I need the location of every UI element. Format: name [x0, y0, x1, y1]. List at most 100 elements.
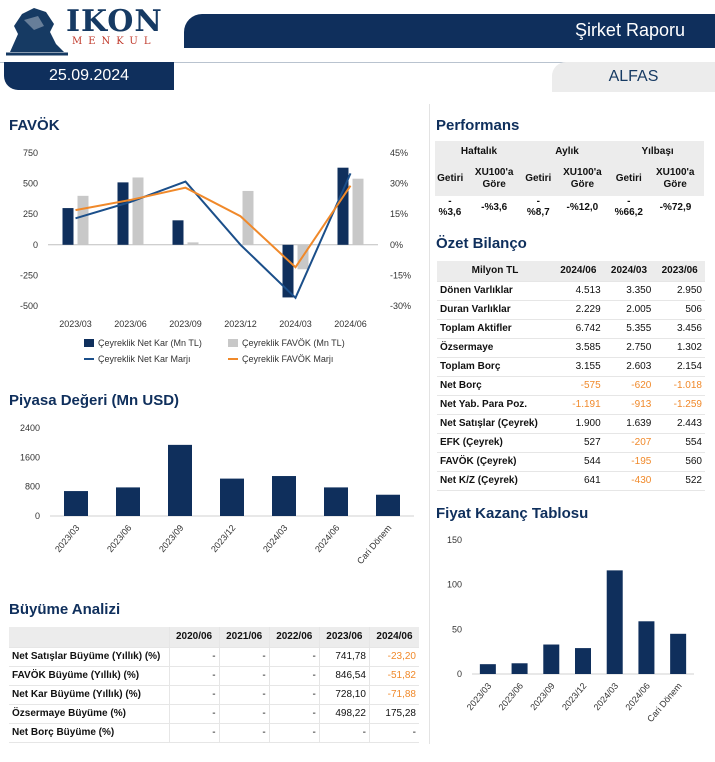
- bar: [479, 664, 496, 674]
- lion-logo-icon: [6, 8, 68, 56]
- row-label: EFK (Çeyrek): [437, 433, 553, 453]
- row-label: FAVÖK (Çeyrek): [437, 452, 553, 472]
- perf-period: Haftalık: [435, 141, 523, 162]
- date-bar: 25.09.2024: [4, 62, 174, 90]
- perf-value: -%3,6: [438, 196, 462, 218]
- cell: -: [168, 704, 220, 724]
- bar: [606, 570, 623, 674]
- y-tick-label: 1600: [20, 452, 40, 462]
- cell: -: [218, 647, 270, 667]
- cell: -1.018: [654, 376, 705, 396]
- bar: [638, 621, 655, 674]
- report-header-bar: Şirket Raporu: [184, 14, 715, 48]
- performans-title: Performans: [436, 117, 520, 134]
- bilanco-table: Milyon TL 2024/06 2024/03 2023/06 Dönen …: [437, 261, 705, 491]
- ticker-symbol: ALFAS: [608, 68, 659, 85]
- cell: -207: [603, 433, 655, 453]
- legend-label: Çeyreklik FAVÖK Marjı: [242, 354, 333, 364]
- table-row: Net Satışlar (Çeyrek) 1.900 1.639 2.443: [437, 414, 705, 434]
- cell: 560: [654, 452, 705, 472]
- cell: 544: [553, 452, 604, 472]
- perf-value: -%8,7: [522, 196, 554, 218]
- bar-net-kar: [337, 167, 349, 245]
- logo-word: IKON: [66, 4, 163, 39]
- x-tick-label: 2023/09: [157, 523, 186, 554]
- cell: -: [168, 647, 220, 667]
- cell: -: [268, 666, 320, 686]
- cell: 4.513: [553, 281, 604, 301]
- bar: [575, 648, 591, 674]
- bar-net-kar: [282, 244, 294, 298]
- row-label: Net Satışlar Büyüme (Yıllık) (%): [9, 647, 169, 667]
- y-right-tick-label: 30%: [390, 179, 408, 189]
- perf-sub-header: XU100'a Göre: [465, 162, 523, 196]
- cell: 554: [654, 433, 705, 453]
- row-label: Özsermaye: [437, 338, 553, 358]
- cell: 2.603: [603, 357, 655, 377]
- buyume-header-cell: 2022/06: [268, 627, 320, 648]
- cell: -195: [603, 452, 655, 472]
- perf-value: -%12,0: [553, 196, 612, 218]
- bilanco-header-cell: 2023/06: [654, 261, 705, 282]
- y-tick-label: 0: [457, 669, 462, 679]
- x-tick-label: 2023/12: [224, 319, 257, 329]
- perf-period: Yılbaşı: [611, 141, 704, 162]
- table-row: Net Yab. Para Poz. -1.191 -913 -1.259: [437, 395, 705, 415]
- perf-sub-row: Getiri XU100'a Göre Getiri XU100'a Göre …: [435, 162, 704, 196]
- legend-swatch: [84, 339, 94, 347]
- x-tick-label: 2023/03: [59, 319, 92, 329]
- y-tick-label: 100: [447, 580, 462, 590]
- y-left-tick-label: -250: [20, 270, 38, 280]
- row-label: Duran Varlıklar: [437, 300, 553, 320]
- cell: -: [268, 647, 320, 667]
- cell: -: [368, 723, 419, 743]
- bar: [324, 487, 348, 516]
- buyume-header-cell: [9, 627, 169, 648]
- cell: -430: [603, 471, 655, 491]
- cell: 2.005: [603, 300, 655, 320]
- row-label: Net Borç Büyüme (%): [9, 723, 169, 743]
- perf-period: Aylık: [522, 141, 612, 162]
- perf-sub-header: Getiri: [522, 162, 554, 196]
- cell: 2.750: [603, 338, 655, 358]
- report-date: 25.09.2024: [48, 67, 130, 84]
- bar: [272, 476, 296, 516]
- perf-value: -%66,2: [610, 196, 647, 218]
- perf-value: -%72,9: [645, 196, 704, 218]
- y-left-tick-label: -500: [20, 301, 38, 311]
- cell: -913: [603, 395, 655, 415]
- bar-favok: [77, 195, 89, 245]
- bar-favok: [242, 190, 254, 245]
- y-right-tick-label: -15%: [390, 270, 411, 280]
- header-rule: [0, 62, 715, 63]
- x-tick-label: 2023/12: [560, 681, 589, 712]
- cell: -620: [603, 376, 655, 396]
- x-tick-label: 2024/06: [623, 681, 652, 712]
- y-right-tick-label: -30%: [390, 301, 411, 311]
- table-row: Dönen Varlıklar 4.513 3.350 2.950: [437, 281, 705, 301]
- bar-net-kar: [172, 220, 184, 245]
- bar-favok: [187, 242, 199, 245]
- bar: [220, 478, 244, 516]
- bar-favok: [132, 177, 144, 245]
- cell: -: [268, 723, 320, 743]
- bar: [543, 644, 560, 674]
- piyasa-title: Piyasa Değeri (Mn USD): [9, 392, 180, 409]
- table-row: Duran Varlıklar 2.229 2.005 506: [437, 300, 705, 320]
- perf-sub-header: Getiri: [611, 162, 647, 196]
- bar-net-kar: [117, 182, 129, 245]
- row-label: Özsermaye Büyüme (%): [9, 704, 169, 724]
- buyume-header-cell: 2021/06: [218, 627, 270, 648]
- perf-sub-header: XU100'a Göre: [646, 162, 704, 196]
- cell: 2.229: [553, 300, 604, 320]
- cell: 498,22: [318, 704, 370, 724]
- bar: [64, 491, 88, 516]
- y-right-tick-label: 0%: [390, 240, 403, 250]
- x-tick-label: 2023/09: [528, 681, 557, 712]
- perf-sub-header: Getiri: [435, 162, 466, 196]
- bar-favok: [352, 178, 364, 245]
- cell: 3.155: [553, 357, 604, 377]
- legend-label: Çeyreklik FAVÖK (Mn TL): [242, 338, 345, 348]
- cell: 2.443: [654, 414, 705, 434]
